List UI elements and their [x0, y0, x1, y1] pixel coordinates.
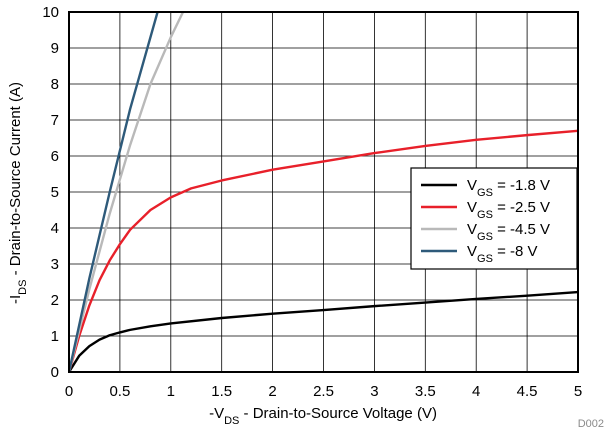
x-tick-label: 5: [574, 383, 582, 400]
series-line-3: [69, 12, 185, 372]
y-axis-label: -IDS - Drain-to-Source Current (A): [7, 82, 29, 304]
y-tick-label: 0: [51, 364, 59, 381]
series-line-4: [69, 12, 159, 372]
x-tick-label: 2.5: [313, 383, 334, 400]
x-tick-labels: 0 0.5 1 1.5 2 2.5 3 3.5 4 4.5 5: [65, 383, 582, 400]
y-tick-label: 4: [51, 220, 59, 237]
x-tick-label: 0: [65, 383, 73, 400]
figure-id: D002: [578, 418, 604, 430]
x-tick-label: 0.5: [109, 383, 130, 400]
y-tick-label: 10: [42, 4, 59, 21]
x-tick-label: 1.5: [211, 383, 232, 400]
y-tick-label: 7: [51, 112, 59, 129]
y-tick-label: 8: [51, 76, 59, 93]
y-tick-label: 2: [51, 292, 59, 309]
series-line-1: [69, 290, 578, 372]
x-tick-label: 4.5: [517, 383, 538, 400]
y-tick-label: 3: [51, 256, 59, 273]
y-tick-label: 5: [51, 184, 59, 201]
x-tick-label: 4: [472, 383, 480, 400]
y-tick-label: 9: [51, 40, 59, 57]
series-line-2: [69, 129, 578, 372]
x-tick-label: 3.5: [415, 383, 436, 400]
y-tick-labels: 0 1 2 3 4 5 6 7 8 9 10: [42, 4, 59, 381]
x-tick-label: 1: [167, 383, 175, 400]
y-tick-label: 6: [51, 148, 59, 165]
y-tick-label: 1: [51, 328, 59, 345]
x-axis-label: -VDS - Drain-to-Source Voltage (V): [209, 405, 437, 427]
x-tick-label: 2: [268, 383, 276, 400]
plot-frame: [68, 11, 579, 373]
x-tick-label: 3: [370, 383, 378, 400]
series-lines: [69, 12, 578, 372]
